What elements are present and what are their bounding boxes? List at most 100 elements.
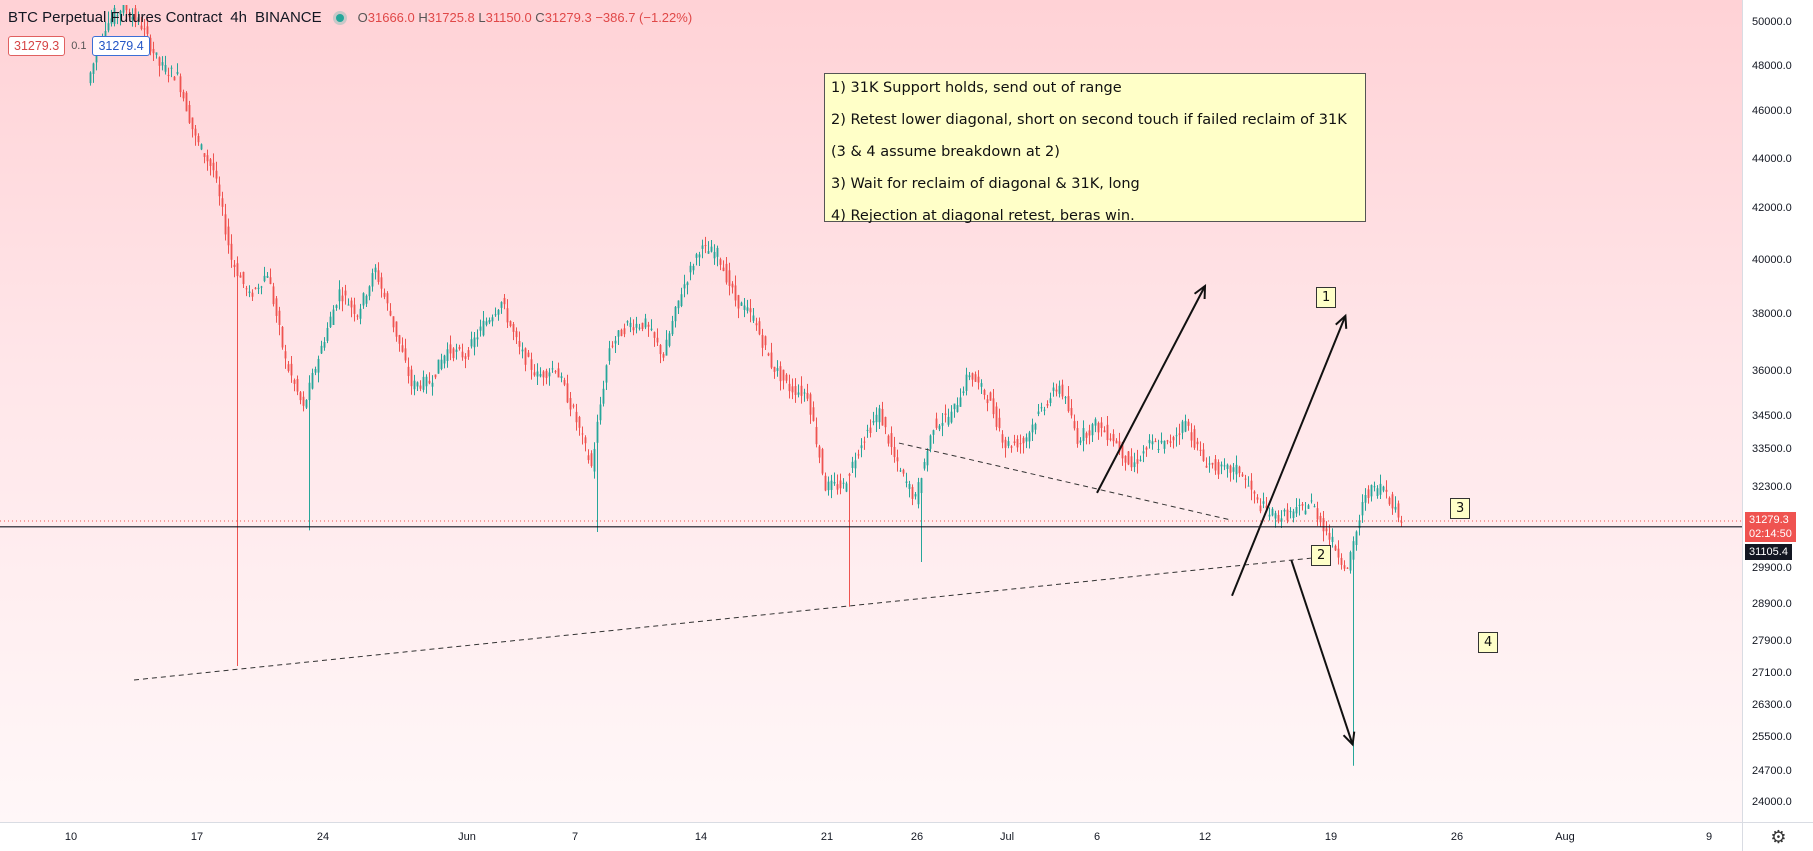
candle-body xyxy=(314,368,317,373)
sell-price-chip[interactable]: 31279.3 xyxy=(8,36,66,56)
candle-body xyxy=(1397,503,1400,518)
candle-body xyxy=(116,14,119,16)
scenario-label-3[interactable]: 3 xyxy=(1450,498,1471,519)
candle-body xyxy=(764,336,767,346)
candle-body xyxy=(824,475,827,491)
candle-body xyxy=(1229,465,1232,473)
candle-body xyxy=(512,324,515,332)
candle-body xyxy=(1004,439,1007,448)
candle-body xyxy=(644,318,647,328)
candle-body xyxy=(209,159,212,166)
candle-body xyxy=(359,308,362,319)
candle-body xyxy=(146,26,149,34)
price-tick-label: 26300.0 xyxy=(1752,699,1792,711)
last-price-value: 31279.3 xyxy=(1749,514,1789,526)
candle-body xyxy=(1196,441,1199,445)
candle-body xyxy=(287,364,290,371)
candle-body xyxy=(1259,505,1262,512)
candle-body xyxy=(620,329,623,337)
candle-body xyxy=(1064,397,1067,399)
candle-body xyxy=(614,340,617,344)
candle-body xyxy=(734,285,737,301)
candle-body xyxy=(1301,504,1304,506)
candle-body xyxy=(365,295,368,304)
candle-body xyxy=(1280,518,1283,522)
candle-body xyxy=(323,342,326,348)
candle-body xyxy=(494,314,497,316)
candle-body xyxy=(332,309,335,325)
symbol-name[interactable]: BTC Perpetual Futures Contract xyxy=(8,9,223,26)
candle-body xyxy=(749,308,752,313)
candle-body xyxy=(1358,520,1361,529)
candle-body xyxy=(182,91,185,99)
candle-body xyxy=(974,374,977,382)
candle-body xyxy=(701,245,704,249)
spread-value: 0.1 xyxy=(71,40,87,52)
candle-body xyxy=(785,374,788,381)
candle-body xyxy=(413,380,416,390)
scenario-arrow-4 xyxy=(1290,560,1354,745)
candle-body xyxy=(1208,463,1211,465)
candle-body xyxy=(791,386,794,393)
candle-body xyxy=(695,254,698,258)
candle-body xyxy=(1124,455,1127,463)
price-tick-label: 24000.0 xyxy=(1752,796,1792,808)
candle-body xyxy=(1142,451,1145,454)
candle-body xyxy=(473,337,476,348)
candle-body xyxy=(656,337,659,343)
scenario-label-2[interactable]: 2 xyxy=(1311,545,1332,566)
candle-body xyxy=(845,483,848,492)
buy-price-chip[interactable]: 31279.4 xyxy=(92,36,150,56)
candle-body xyxy=(659,345,662,355)
candle-body xyxy=(1355,531,1358,546)
candle-body xyxy=(971,373,974,380)
candle-body xyxy=(206,155,209,162)
candle-body xyxy=(1079,440,1082,443)
candle-body xyxy=(1283,509,1286,512)
candle-body xyxy=(263,275,266,282)
scenario-label-4[interactable]: 4 xyxy=(1478,632,1499,653)
candle-body xyxy=(1061,384,1064,397)
candle-body xyxy=(866,429,869,431)
candle-body xyxy=(1028,432,1031,442)
candle-body xyxy=(1382,486,1385,491)
time-tick-label: 7 xyxy=(572,831,578,843)
candle-body xyxy=(794,386,797,395)
time-tick-label: 19 xyxy=(1325,831,1337,843)
candle-body xyxy=(1091,424,1094,436)
candle-body xyxy=(1331,536,1334,542)
candle-body xyxy=(1013,441,1016,444)
candle-body xyxy=(212,162,215,171)
exchange-label: BINANCE xyxy=(254,9,322,26)
gear-icon[interactable]: ⚙ xyxy=(1742,822,1813,851)
scenario-label-1[interactable]: 1 xyxy=(1316,287,1337,308)
market-status-icon xyxy=(335,13,344,22)
candle-body xyxy=(329,316,332,328)
price-axis[interactable] xyxy=(1742,0,1813,822)
candle-body xyxy=(797,392,800,395)
candle-body xyxy=(890,433,893,448)
candle-body xyxy=(203,153,206,157)
candle-body xyxy=(752,315,755,321)
candle-body xyxy=(1340,557,1343,565)
time-tick-label: Jul xyxy=(1000,831,1014,843)
candle-body xyxy=(167,74,170,76)
candle-body xyxy=(152,48,155,54)
trade-plan-note[interactable]: 1) 31K Support holds, send out of range … xyxy=(824,73,1366,224)
candle-body xyxy=(803,392,806,394)
candle-body xyxy=(632,327,635,331)
interval-label[interactable]: 4h xyxy=(230,9,247,26)
candle-body xyxy=(1361,502,1364,516)
candle-body xyxy=(932,430,935,435)
candle-body xyxy=(545,370,548,378)
candle-body xyxy=(1181,421,1184,433)
candle-body xyxy=(854,460,857,469)
candle-body xyxy=(380,277,383,289)
time-axis[interactable] xyxy=(0,822,1742,851)
candle-body xyxy=(1271,508,1274,516)
candle-body xyxy=(386,293,389,304)
candle-body xyxy=(1148,439,1151,444)
candle-body xyxy=(872,420,875,423)
candle-body xyxy=(1295,507,1298,514)
